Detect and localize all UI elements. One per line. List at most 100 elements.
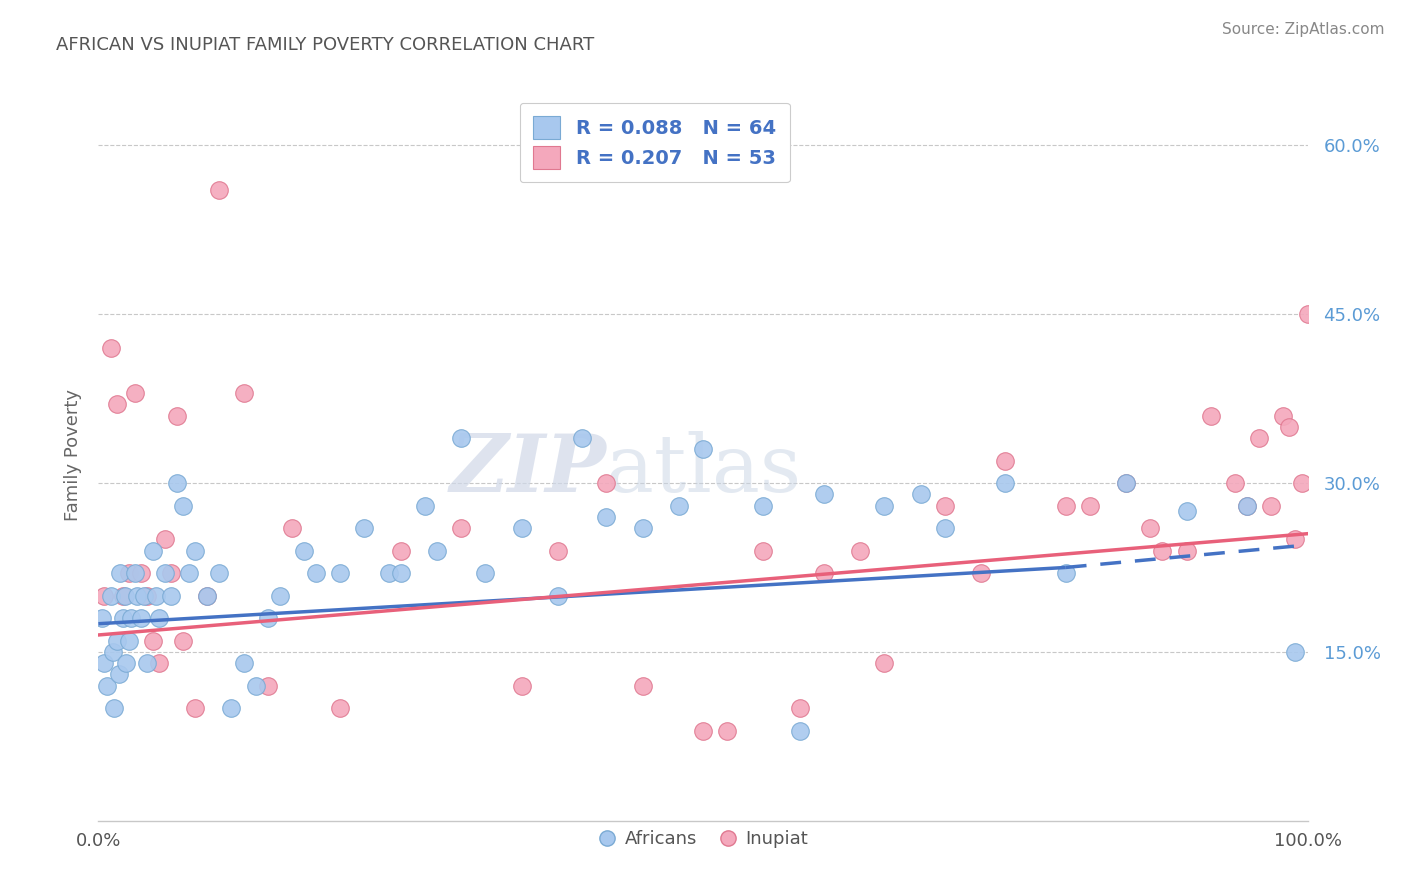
Point — [668, 499, 690, 513]
Legend: Africans, Inupiat: Africans, Inupiat — [591, 823, 815, 855]
Text: Source: ZipAtlas.com: Source: ZipAtlas.com — [1222, 22, 1385, 37]
Point — [166, 476, 188, 491]
Point — [120, 611, 142, 625]
Point — [93, 656, 115, 670]
Point — [329, 566, 352, 580]
Point — [195, 589, 218, 603]
Point — [1054, 499, 1077, 513]
Point — [813, 566, 835, 580]
Point — [292, 543, 315, 558]
Point — [221, 701, 243, 715]
Point — [135, 589, 157, 603]
Point — [389, 566, 412, 580]
Point — [1115, 476, 1137, 491]
Point — [114, 589, 136, 603]
Y-axis label: Family Poverty: Family Poverty — [63, 389, 82, 521]
Point — [849, 543, 872, 558]
Point — [1139, 521, 1161, 535]
Point — [179, 566, 201, 580]
Point — [329, 701, 352, 715]
Point — [752, 543, 775, 558]
Point — [142, 543, 165, 558]
Point — [148, 656, 170, 670]
Point — [1175, 543, 1198, 558]
Point — [389, 543, 412, 558]
Point — [208, 566, 231, 580]
Point — [631, 679, 654, 693]
Point — [100, 341, 122, 355]
Point — [510, 521, 533, 535]
Point — [1223, 476, 1246, 491]
Point — [160, 589, 183, 603]
Point — [105, 397, 128, 411]
Point — [118, 566, 141, 580]
Point — [153, 533, 176, 547]
Point — [124, 566, 146, 580]
Point — [232, 656, 254, 670]
Point — [129, 611, 152, 625]
Point — [813, 487, 835, 501]
Point — [1291, 476, 1313, 491]
Point — [970, 566, 993, 580]
Point — [910, 487, 932, 501]
Point — [631, 521, 654, 535]
Point — [450, 521, 472, 535]
Point — [108, 566, 131, 580]
Point — [426, 543, 449, 558]
Point — [100, 589, 122, 603]
Point — [111, 589, 134, 603]
Point — [135, 656, 157, 670]
Point — [124, 386, 146, 401]
Point — [1278, 419, 1301, 434]
Point — [1152, 543, 1174, 558]
Point — [752, 499, 775, 513]
Point — [208, 184, 231, 198]
Point — [281, 521, 304, 535]
Point — [1260, 499, 1282, 513]
Point — [595, 476, 617, 491]
Point — [510, 679, 533, 693]
Point — [166, 409, 188, 423]
Point — [145, 589, 167, 603]
Point — [934, 499, 956, 513]
Point — [1236, 499, 1258, 513]
Text: ZIP: ZIP — [450, 431, 606, 508]
Point — [111, 611, 134, 625]
Point — [108, 667, 131, 681]
Point — [232, 386, 254, 401]
Point — [789, 701, 811, 715]
Point — [450, 431, 472, 445]
Point — [595, 509, 617, 524]
Point — [184, 543, 207, 558]
Point — [172, 499, 194, 513]
Point — [1249, 431, 1271, 445]
Point — [873, 656, 896, 670]
Point — [256, 611, 278, 625]
Point — [101, 645, 124, 659]
Point — [1078, 499, 1101, 513]
Point — [1054, 566, 1077, 580]
Point — [1175, 504, 1198, 518]
Point — [160, 566, 183, 580]
Point — [305, 566, 328, 580]
Point — [1284, 533, 1306, 547]
Point — [103, 701, 125, 715]
Point — [692, 442, 714, 457]
Point — [245, 679, 267, 693]
Point — [353, 521, 375, 535]
Point — [269, 589, 291, 603]
Point — [789, 723, 811, 738]
Point — [377, 566, 399, 580]
Point — [934, 521, 956, 535]
Point — [873, 499, 896, 513]
Point — [142, 633, 165, 648]
Point — [1272, 409, 1295, 423]
Point — [134, 589, 156, 603]
Point — [1296, 307, 1319, 321]
Point — [256, 679, 278, 693]
Point — [994, 453, 1017, 467]
Point — [127, 589, 149, 603]
Point — [105, 633, 128, 648]
Point — [716, 723, 738, 738]
Point — [184, 701, 207, 715]
